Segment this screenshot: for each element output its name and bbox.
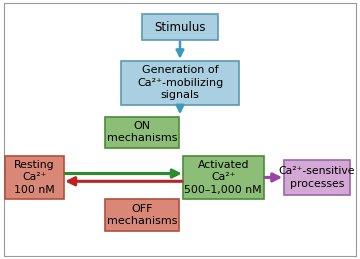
Text: Ca²⁺-sensitive
processes: Ca²⁺-sensitive processes xyxy=(279,166,355,189)
Text: Resting
Ca²⁺
100 nM: Resting Ca²⁺ 100 nM xyxy=(14,160,55,195)
FancyBboxPatch shape xyxy=(105,199,179,231)
FancyBboxPatch shape xyxy=(183,156,264,199)
Text: Generation of
Ca²⁺-mobilizing
signals: Generation of Ca²⁺-mobilizing signals xyxy=(137,66,223,100)
FancyBboxPatch shape xyxy=(142,14,218,40)
FancyBboxPatch shape xyxy=(284,160,350,195)
Text: Activated
Ca²⁺
500–1,000 nM: Activated Ca²⁺ 500–1,000 nM xyxy=(184,160,262,195)
FancyBboxPatch shape xyxy=(121,61,239,105)
Text: OFF
mechanisms: OFF mechanisms xyxy=(107,204,177,226)
Text: Stimulus: Stimulus xyxy=(154,21,206,34)
FancyBboxPatch shape xyxy=(4,156,64,199)
Text: ON
mechanisms: ON mechanisms xyxy=(107,121,177,143)
FancyBboxPatch shape xyxy=(105,117,179,148)
